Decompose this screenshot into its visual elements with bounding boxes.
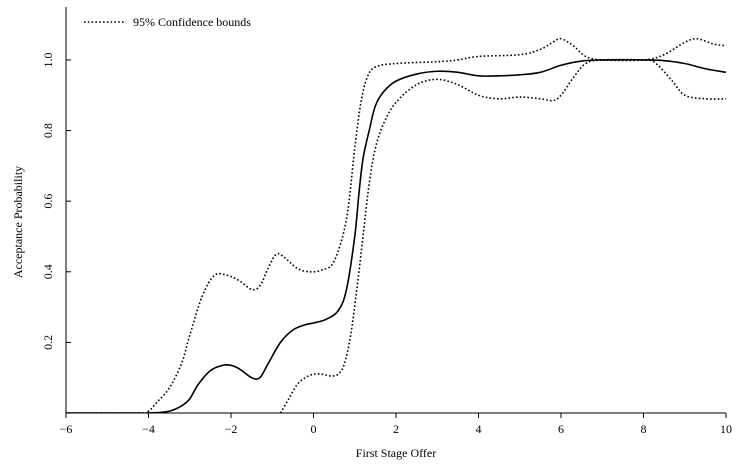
legend: 95% Confidence bounds — [84, 15, 251, 29]
x-tick-label: 4 — [476, 422, 482, 436]
x-tick-label: 8 — [641, 422, 647, 436]
y-tick-label: 0.6 — [41, 194, 55, 209]
x-axis-ticks: −6 −4 −2 0 2 4 6 8 10 — [60, 413, 732, 436]
x-tick-label: 6 — [558, 422, 564, 436]
series-layer — [66, 37, 726, 413]
y-tick-label: 0.8 — [41, 123, 55, 138]
y-axis-ticks: 0.2 0.4 0.6 0.8 1.0 — [41, 52, 71, 350]
plot-frame — [65, 7, 726, 414]
x-tick-label: −4 — [142, 422, 155, 436]
series-estimate-line — [66, 59, 726, 413]
x-tick-label: 0 — [311, 422, 317, 436]
series-upper-bound-line — [66, 37, 726, 413]
x-tick-label: −2 — [225, 422, 238, 436]
x-axis-title: First Stage Offer — [356, 446, 436, 460]
x-tick-label: −6 — [60, 422, 73, 436]
y-tick-label: 0.4 — [41, 264, 55, 279]
y-tick-label: 1.0 — [41, 52, 55, 67]
y-tick-label: 0.2 — [41, 335, 55, 350]
y-axis-title: Acceptance Probability — [11, 166, 25, 278]
legend-label-confidence: 95% Confidence bounds — [133, 15, 251, 29]
series-lower-bound-line — [279, 58, 726, 413]
x-tick-label: 10 — [720, 422, 732, 436]
x-tick-label: 2 — [393, 422, 399, 436]
